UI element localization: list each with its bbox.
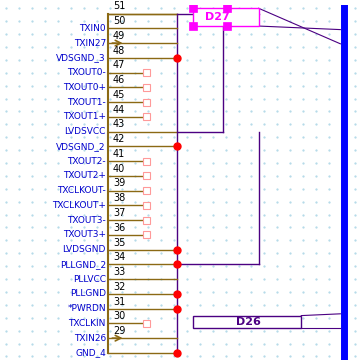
Bar (143, 187, 150, 194)
Bar (189, 22, 197, 30)
Bar (143, 202, 150, 209)
Text: 33: 33 (113, 267, 125, 277)
Text: TXOUT0+: TXOUT0+ (63, 83, 106, 92)
Bar (189, 4, 197, 12)
Text: TXIN26: TXIN26 (74, 334, 106, 343)
Text: 34: 34 (113, 252, 125, 262)
Text: 44: 44 (113, 105, 125, 115)
Text: 46: 46 (113, 75, 125, 85)
Text: LVDSGND: LVDSGND (62, 245, 106, 254)
Text: LVDSVCC: LVDSVCC (65, 127, 106, 136)
Text: PLLVCC: PLLVCC (73, 275, 106, 284)
Text: PLLGND: PLLGND (70, 289, 106, 298)
Text: 43: 43 (113, 120, 125, 130)
Text: 36: 36 (113, 223, 125, 233)
Text: 35: 35 (113, 238, 125, 248)
Bar (143, 231, 150, 238)
Text: GND_4: GND_4 (75, 348, 106, 357)
Text: 51: 51 (113, 1, 125, 12)
Bar (193, 8, 259, 26)
Text: TXOUT1-: TXOUT1- (67, 98, 106, 107)
Text: 37: 37 (113, 208, 125, 218)
Bar (193, 316, 301, 328)
Text: 30: 30 (113, 311, 125, 321)
Text: TXOUT2+: TXOUT2+ (63, 171, 106, 180)
Bar (143, 172, 150, 179)
Text: 48: 48 (113, 46, 125, 56)
Text: VDSGND_2: VDSGND_2 (56, 142, 106, 151)
Bar (143, 113, 150, 121)
Text: TXOUT0-: TXOUT0- (67, 68, 106, 77)
Text: 39: 39 (113, 179, 125, 189)
Text: 50: 50 (113, 16, 125, 26)
Bar (143, 158, 150, 165)
Text: TXCLKOUT-: TXCLKOUT- (57, 186, 106, 195)
Text: TXOUT3-: TXOUT3- (67, 216, 106, 225)
Bar (143, 217, 150, 224)
Text: *PWRDN: *PWRDN (67, 304, 106, 313)
Text: TXOUT3+: TXOUT3+ (63, 230, 106, 239)
Text: VDSGND_3: VDSGND_3 (56, 53, 106, 62)
Text: 31: 31 (113, 297, 125, 306)
Bar (143, 320, 150, 327)
Text: 45: 45 (113, 90, 125, 100)
Bar (143, 69, 150, 76)
Text: D26: D26 (236, 317, 260, 327)
Text: 40: 40 (113, 164, 125, 174)
Bar (143, 99, 150, 106)
Text: TXIN0: TXIN0 (79, 24, 106, 33)
Text: TXOUT2-: TXOUT2- (67, 157, 106, 166)
Bar (143, 84, 150, 91)
Text: D27: D27 (205, 12, 230, 22)
Text: 47: 47 (113, 60, 125, 71)
Text: 29: 29 (113, 326, 125, 336)
Text: TXCLKIN: TXCLKIN (69, 319, 106, 328)
Text: TXCLKOUT+: TXCLKOUT+ (52, 201, 106, 210)
Text: 49: 49 (113, 31, 125, 41)
Text: 42: 42 (113, 134, 125, 144)
Text: TXOUT1+: TXOUT1+ (63, 112, 106, 121)
Text: PLLGND_2: PLLGND_2 (60, 260, 106, 269)
Text: 41: 41 (113, 149, 125, 159)
Text: 32: 32 (113, 282, 125, 292)
Text: TXIN27: TXIN27 (74, 39, 106, 48)
Bar (223, 22, 231, 30)
Bar (223, 4, 231, 12)
Text: 38: 38 (113, 193, 125, 203)
